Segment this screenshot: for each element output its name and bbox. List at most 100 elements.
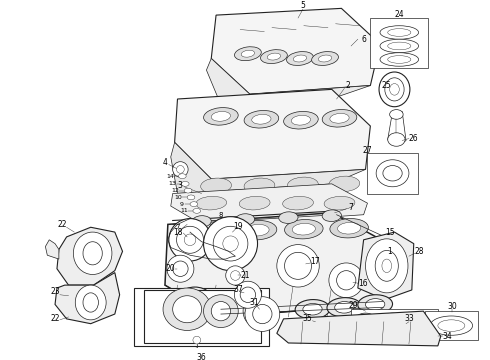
Polygon shape [211,8,380,94]
Text: 22: 22 [50,314,60,323]
Text: 1: 1 [387,247,392,256]
Ellipse shape [194,348,200,357]
Ellipse shape [75,285,106,320]
Ellipse shape [189,301,200,312]
Ellipse shape [83,293,98,312]
Text: 27: 27 [363,145,372,154]
Text: 15: 15 [385,228,394,237]
Ellipse shape [178,174,186,179]
Polygon shape [358,232,414,300]
Bar [134,288,269,346]
Ellipse shape [211,302,230,321]
Text: 34: 34 [442,332,452,341]
Ellipse shape [285,252,312,279]
Ellipse shape [190,202,198,207]
Ellipse shape [388,28,411,36]
Bar [368,153,417,194]
Ellipse shape [388,42,411,50]
Ellipse shape [235,47,261,60]
Ellipse shape [187,195,195,200]
Ellipse shape [352,313,379,336]
Ellipse shape [312,51,339,66]
Ellipse shape [380,26,418,39]
Ellipse shape [284,112,318,129]
Text: 20: 20 [166,264,175,273]
Ellipse shape [201,178,231,194]
Ellipse shape [240,287,256,302]
Ellipse shape [293,55,307,62]
Ellipse shape [193,336,200,344]
Polygon shape [165,213,385,317]
Ellipse shape [167,255,194,282]
Ellipse shape [173,287,216,326]
Ellipse shape [234,281,261,308]
Ellipse shape [226,266,245,285]
Text: 9: 9 [179,202,183,207]
Polygon shape [57,227,123,285]
Ellipse shape [375,251,398,281]
Ellipse shape [184,188,192,193]
Text: 35: 35 [303,314,313,323]
Text: 16: 16 [358,279,368,288]
Polygon shape [55,273,120,324]
Ellipse shape [172,296,201,323]
Text: 3: 3 [177,181,182,190]
Text: 7: 7 [175,224,180,230]
Ellipse shape [292,224,316,235]
Text: 19: 19 [233,222,243,231]
Ellipse shape [196,196,227,210]
Ellipse shape [261,50,287,63]
Ellipse shape [244,178,275,194]
Ellipse shape [287,51,314,66]
Text: 2: 2 [346,81,350,90]
Ellipse shape [249,303,260,319]
Ellipse shape [380,39,418,53]
Ellipse shape [184,234,196,246]
Text: 21: 21 [240,271,250,280]
Ellipse shape [380,53,418,66]
Ellipse shape [283,196,314,210]
Ellipse shape [253,305,272,324]
Ellipse shape [292,115,311,125]
Ellipse shape [358,318,373,332]
Ellipse shape [327,298,362,317]
Ellipse shape [252,114,271,124]
Ellipse shape [366,298,385,310]
Ellipse shape [388,55,411,63]
Text: 10: 10 [174,195,182,200]
Polygon shape [388,112,406,143]
Text: 6: 6 [361,35,366,44]
Text: 18: 18 [173,228,182,237]
Text: 22: 22 [57,220,67,229]
Ellipse shape [176,226,203,253]
Text: 5: 5 [300,1,305,10]
Ellipse shape [245,297,280,332]
Ellipse shape [385,318,400,332]
Ellipse shape [181,181,189,186]
Ellipse shape [277,244,319,287]
Ellipse shape [203,108,238,125]
Ellipse shape [279,212,298,224]
Text: 29: 29 [348,301,358,310]
Ellipse shape [204,296,233,323]
Ellipse shape [213,226,248,261]
Ellipse shape [303,303,322,315]
Ellipse shape [83,242,102,265]
Text: 36: 36 [196,353,206,360]
Ellipse shape [169,219,211,261]
Ellipse shape [411,318,426,332]
Ellipse shape [211,112,230,121]
Ellipse shape [172,261,188,276]
Ellipse shape [163,288,211,330]
Ellipse shape [193,208,200,213]
Text: 8: 8 [219,212,223,218]
Bar [351,309,438,340]
Ellipse shape [192,216,211,227]
Polygon shape [171,184,368,225]
Ellipse shape [405,313,432,336]
Ellipse shape [430,316,472,335]
Ellipse shape [322,210,342,221]
Text: 30: 30 [447,302,457,311]
Ellipse shape [338,222,361,234]
Ellipse shape [203,217,258,271]
